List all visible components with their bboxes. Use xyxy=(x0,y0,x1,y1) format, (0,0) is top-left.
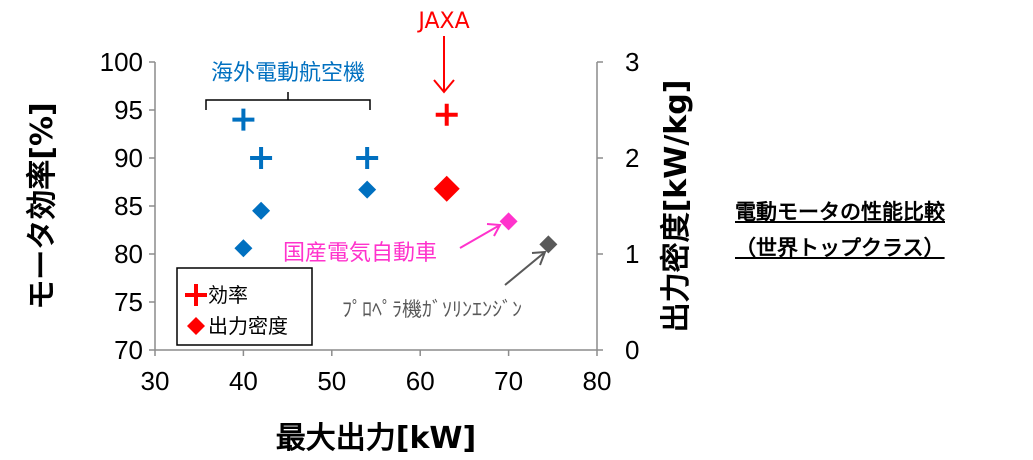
efficiency-point xyxy=(250,147,273,169)
legend-label-efficiency: 効率 xyxy=(208,283,248,307)
y-left-tick-label: 80 xyxy=(114,239,143,269)
y-left-tick-label: 90 xyxy=(114,143,143,173)
power-density-point xyxy=(252,201,271,220)
legend-label-power-density: 出力密度 xyxy=(208,314,288,338)
side-title-line2: （世界トップクラス） xyxy=(735,236,945,260)
y-left-tick-label: 85 xyxy=(114,191,143,221)
power-density-point xyxy=(234,239,253,258)
y-right-tick-labels: 0 1 2 3 xyxy=(625,47,639,365)
y-right-tick-label: 0 xyxy=(625,335,639,365)
legend-marker-efficiency xyxy=(185,284,207,306)
y-right-axis-title: 出力密度[kW/kg] xyxy=(659,80,694,333)
annotation-jaxa: JAXA xyxy=(416,9,469,34)
legend-marker-power-density xyxy=(187,317,205,335)
legend-diamond-symbol xyxy=(187,317,205,335)
power-density-point xyxy=(358,180,377,199)
tick-marks xyxy=(149,61,603,356)
x-tick-label: 70 xyxy=(494,366,523,396)
annotation-overseas-bracket xyxy=(205,92,371,110)
annotation-overseas: 海外電動航空機 xyxy=(211,61,365,86)
efficiency-point xyxy=(356,147,379,169)
y-left-tick-label: 100 xyxy=(100,47,143,77)
x-tick-label: 80 xyxy=(583,366,612,396)
efficiency-point xyxy=(435,103,458,126)
y-right-tick-label: 2 xyxy=(625,143,639,173)
power-density-point xyxy=(499,212,518,231)
annotation-propeller-arrow xyxy=(504,250,547,286)
x-tick-label: 50 xyxy=(317,366,346,396)
annotation-domestic-ev: 国産電気自動車 xyxy=(283,241,437,266)
x-tick-label: 30 xyxy=(141,366,170,396)
y-left-tick-label: 75 xyxy=(114,287,143,317)
x-axis-title: 最大出力[kW] xyxy=(276,421,476,456)
annotation-propeller: ﾌﾟﾛﾍﾟﾗ機ｶﾞｿﾘﾝｴﾝｼﾞﾝ xyxy=(342,297,522,321)
x-tick-label: 40 xyxy=(229,366,258,396)
y-left-axis-title: モータ効率[%] xyxy=(25,102,60,309)
data-marks xyxy=(232,103,558,258)
side-title-line1: 電動モータの性能比較 xyxy=(735,200,945,224)
annotation-domestic-ev-arrow xyxy=(459,223,502,249)
x-tick-labels: 30 40 50 60 70 80 xyxy=(141,366,612,396)
y-right-tick-label: 3 xyxy=(625,47,639,77)
y-right-tick-label: 1 xyxy=(625,239,639,269)
legend: 効率 出力密度 xyxy=(176,267,313,346)
annotation-jaxa-arrow xyxy=(433,36,455,94)
legend-plus-symbol xyxy=(185,284,207,306)
efficiency-point xyxy=(232,108,255,131)
y-left-tick-label: 95 xyxy=(114,95,143,125)
legend-box xyxy=(176,267,313,346)
power-density-point xyxy=(539,235,558,254)
x-tick-label: 60 xyxy=(406,366,435,396)
y-left-tick-labels: 70 75 80 85 90 95 100 xyxy=(100,47,143,365)
power-density-point xyxy=(433,175,460,202)
y-left-tick-label: 70 xyxy=(114,335,143,365)
